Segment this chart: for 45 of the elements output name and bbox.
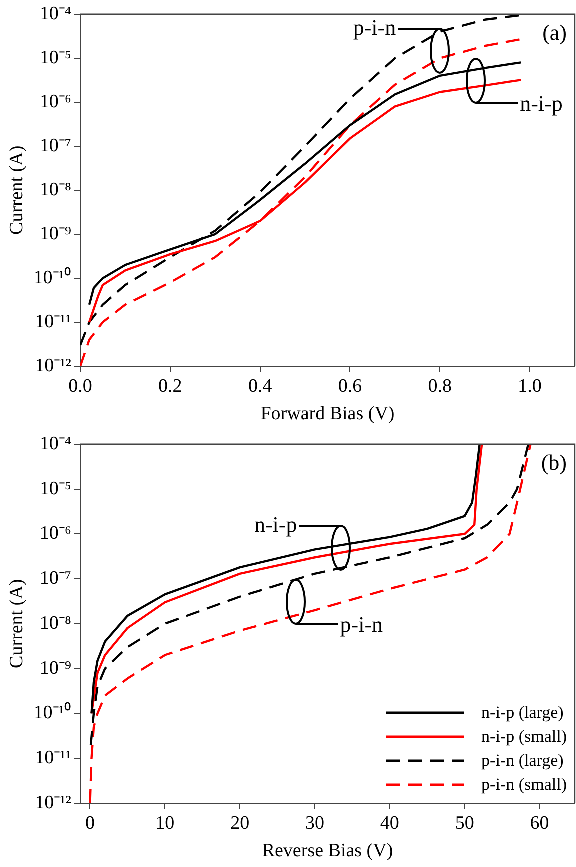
annotation: (a)	[542, 20, 567, 46]
legend-label: p-i-n (small)	[482, 775, 567, 796]
legend-label: p-i-n (large)	[482, 751, 564, 772]
legend-label: n-i-p (large)	[482, 703, 564, 724]
y-tick-label: 10⁻¹²	[35, 792, 72, 814]
y-axis-title: Current (A)	[6, 146, 28, 235]
x-axis-title: Reverse Bias (V)	[262, 840, 394, 862]
x-tick-label: 0.6	[338, 376, 362, 397]
x-tick-label: 10	[156, 812, 175, 834]
y-tick-label: 10⁻⁸	[40, 612, 72, 634]
x-tick-label: 1.0	[518, 376, 542, 397]
annotation: n-i-p	[520, 92, 563, 117]
y-tick-label: 10⁻⁷	[40, 568, 72, 590]
y-axis-title: Current (A)	[6, 579, 28, 668]
x-tick-label: 0	[85, 812, 95, 834]
annotation: p-i-n	[353, 14, 396, 40]
x-tick-label: 0.8	[428, 376, 452, 397]
legend-label: n-i-p (small)	[482, 727, 567, 748]
annotation: p-i-n	[340, 612, 384, 638]
x-axis-title: Forward Bias (V)	[260, 404, 395, 425]
y-tick-label: 10⁻⁹	[40, 223, 72, 244]
x-tick-label: 0.0	[68, 376, 92, 397]
y-tick-label: 10⁻⁹	[40, 658, 72, 679]
x-tick-label: 0.2	[158, 376, 182, 397]
y-tick-label: 10⁻⁵	[40, 478, 72, 500]
y-tick-label: 10⁻¹¹	[35, 748, 72, 769]
x-tick-label: 60	[530, 812, 550, 834]
y-tick-label: 10⁻¹²	[35, 355, 72, 376]
y-tick-label: 10⁻⁴	[40, 433, 72, 454]
x-tick-label: 50	[455, 812, 474, 834]
y-tick-label: 10⁻¹¹	[35, 311, 72, 332]
x-tick-label: 30	[306, 812, 325, 834]
y-tick-label: 10⁻⁵	[40, 47, 72, 68]
x-tick-label: 20	[230, 812, 250, 834]
x-tick-label: 40	[380, 812, 400, 834]
y-tick-label: 10⁻⁶	[40, 91, 72, 112]
y-tick-label: 10⁻⁶	[40, 523, 72, 544]
x-tick-label: 0.4	[248, 376, 273, 397]
y-tick-label: 10⁻⁴	[40, 3, 72, 24]
y-tick-label: 10⁻⁸	[40, 179, 72, 200]
y-tick-label: 10⁻¹⁰	[34, 702, 72, 724]
annotation: n-i-p	[254, 512, 298, 537]
y-tick-label: 10⁻⁷	[40, 135, 72, 156]
y-tick-label: 10⁻¹⁰	[34, 266, 72, 288]
annotation: (b)	[541, 450, 567, 476]
